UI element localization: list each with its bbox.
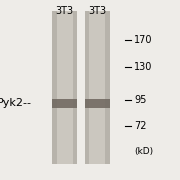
Bar bbox=[73, 11, 77, 164]
Text: 3T3: 3T3 bbox=[56, 6, 74, 16]
Bar bbox=[52, 11, 57, 164]
Text: 3T3: 3T3 bbox=[88, 6, 106, 16]
Bar bbox=[85, 11, 110, 164]
Text: 130: 130 bbox=[134, 62, 152, 72]
Bar bbox=[105, 11, 110, 164]
Bar bbox=[85, 11, 89, 164]
Text: 95: 95 bbox=[134, 95, 147, 105]
Text: (kD): (kD) bbox=[134, 147, 153, 156]
Text: 72: 72 bbox=[134, 121, 147, 131]
Bar bbox=[52, 11, 77, 164]
Text: Pyk2--: Pyk2-- bbox=[0, 98, 31, 109]
Bar bbox=[52, 99, 77, 108]
Bar bbox=[85, 99, 110, 108]
Text: 170: 170 bbox=[134, 35, 153, 45]
